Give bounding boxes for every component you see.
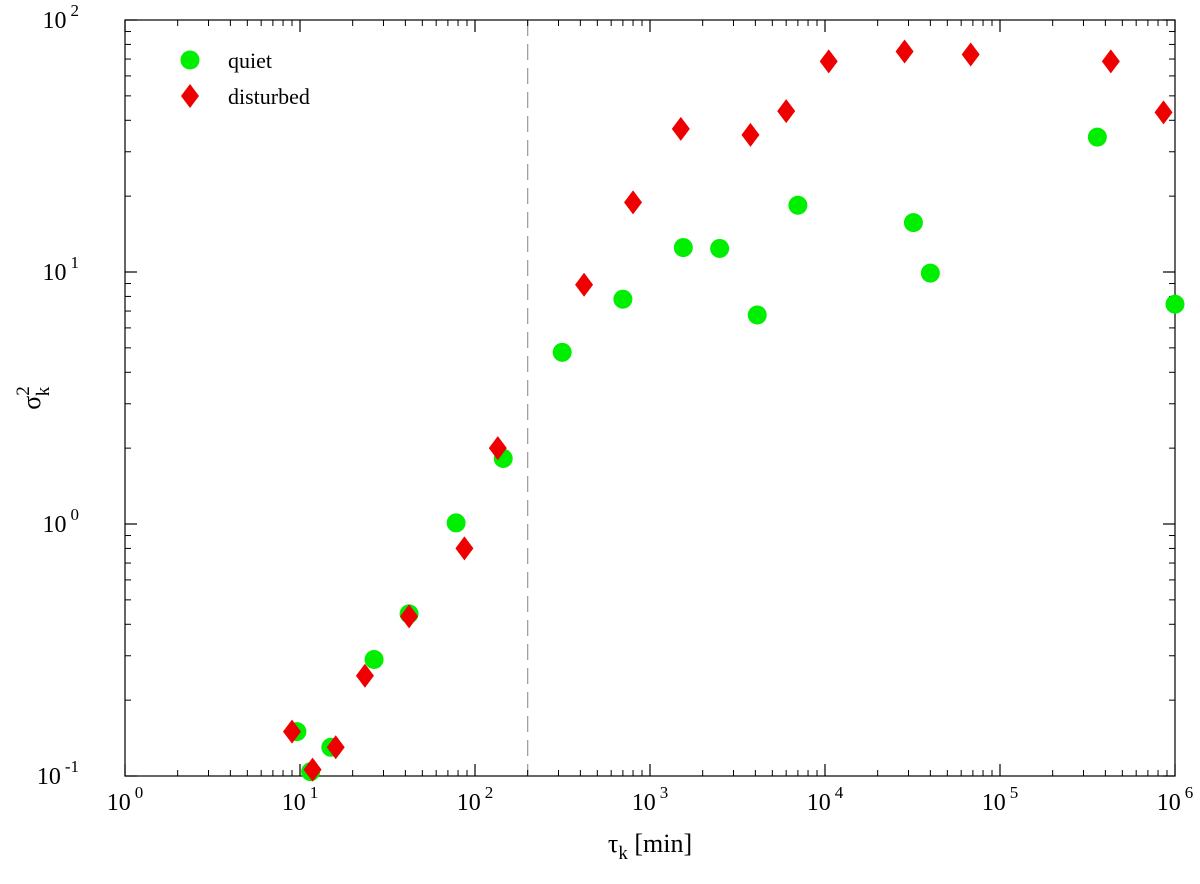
disturbed-point xyxy=(303,757,322,782)
quiet-point xyxy=(1087,127,1107,147)
x-tick-labels: 10 0 10 1 10 2 10 3 10 4 10 5 10 6 xyxy=(107,783,1194,816)
plot-frame xyxy=(124,19,1176,777)
y-axis-symbol: σ xyxy=(17,396,46,410)
x-tick-label: 10 5 xyxy=(982,783,1019,816)
y-tick-label: 10 0 xyxy=(43,505,80,538)
quiet-point xyxy=(788,195,808,215)
quiet-point xyxy=(673,238,693,258)
quiet-point xyxy=(1165,294,1185,314)
quiet-point xyxy=(446,513,466,533)
disturbed-point xyxy=(488,436,507,461)
tick-marks xyxy=(124,19,1176,777)
disturbed-point xyxy=(326,735,345,760)
y-tick-exponent: -1 xyxy=(65,757,79,776)
svg-text:σ2k: σ2k xyxy=(13,386,54,410)
data-points xyxy=(282,39,1185,782)
x-axis-subscript: k xyxy=(618,843,628,864)
disturbed-point xyxy=(355,663,374,688)
y-tick-base: 10 xyxy=(43,260,67,286)
x-tick-label: 10 2 xyxy=(457,783,494,816)
x-tick-label: 10 1 xyxy=(282,783,319,816)
x-tick-label: 10 3 xyxy=(632,783,669,816)
legend: quiet disturbed xyxy=(180,48,310,109)
y-tick-exponent: 2 xyxy=(71,1,80,20)
disturbed-point xyxy=(624,190,643,215)
x-tick-label: 10 4 xyxy=(807,783,844,816)
quiet-point xyxy=(920,263,940,283)
disturbed-point xyxy=(455,536,474,561)
y-tick-base: 10 xyxy=(43,512,67,538)
disturbed-point xyxy=(400,604,419,629)
x-tick-exponent: 4 xyxy=(835,783,844,802)
y-tick-label: 10 1 xyxy=(43,253,80,286)
quiet-point xyxy=(613,289,633,309)
x-tick-label: 10 6 xyxy=(1157,783,1194,816)
legend-label-quiet: quiet xyxy=(228,48,272,73)
y-axis-subscript: k xyxy=(33,386,54,396)
disturbed-point xyxy=(895,39,914,64)
x-tick-exponent: 2 xyxy=(485,783,494,802)
x-axis-title: τk [min] xyxy=(608,829,692,864)
x-tick-base: 10 xyxy=(982,790,1006,816)
disturbed-point xyxy=(671,116,690,141)
disturbed-point xyxy=(1101,49,1120,74)
x-tick-exponent: 5 xyxy=(1010,783,1019,802)
y-axis-title: σ2k xyxy=(13,386,54,410)
disturbed-point xyxy=(282,719,301,744)
x-axis-symbol: τ xyxy=(608,829,618,858)
x-tick-exponent: 0 xyxy=(135,783,144,802)
y-tick-base: 10 xyxy=(43,8,67,34)
quiet-point xyxy=(552,342,572,362)
disturbed-point xyxy=(575,272,594,297)
disturbed-point xyxy=(1154,100,1173,125)
x-tick-base: 10 xyxy=(632,790,656,816)
quiet-point xyxy=(710,238,730,258)
disturbed-point xyxy=(961,42,980,67)
x-tick-base: 10 xyxy=(107,790,131,816)
y-axis-superscript: 2 xyxy=(13,386,34,396)
y-tick-exponent: 0 xyxy=(71,505,80,524)
x-tick-base: 10 xyxy=(282,790,306,816)
y-tick-label: 10 2 xyxy=(43,1,80,34)
legend-label-disturbed: disturbed xyxy=(228,84,310,109)
y-tick-base: 10 xyxy=(37,764,61,790)
x-tick-base: 10 xyxy=(807,790,831,816)
y-tick-exponent: 1 xyxy=(71,253,80,272)
disturbed-point xyxy=(819,49,838,74)
legend-marker-disturbed xyxy=(181,84,199,108)
x-tick-exponent: 3 xyxy=(660,783,669,802)
disturbed-point xyxy=(741,122,760,147)
y-tick-label: 10 -1 xyxy=(37,757,79,790)
x-tick-base: 10 xyxy=(1157,790,1181,816)
quiet-point xyxy=(364,649,384,669)
legend-marker-quiet xyxy=(180,50,200,70)
quiet-point xyxy=(903,213,923,233)
disturbed-point xyxy=(777,99,796,124)
x-axis-unit: [min] xyxy=(634,829,692,858)
x-tick-base: 10 xyxy=(457,790,481,816)
quiet-point xyxy=(747,305,767,325)
x-tick-exponent: 6 xyxy=(1185,783,1194,802)
x-tick-label: 10 0 xyxy=(107,783,144,816)
x-tick-exponent: 1 xyxy=(310,783,319,802)
